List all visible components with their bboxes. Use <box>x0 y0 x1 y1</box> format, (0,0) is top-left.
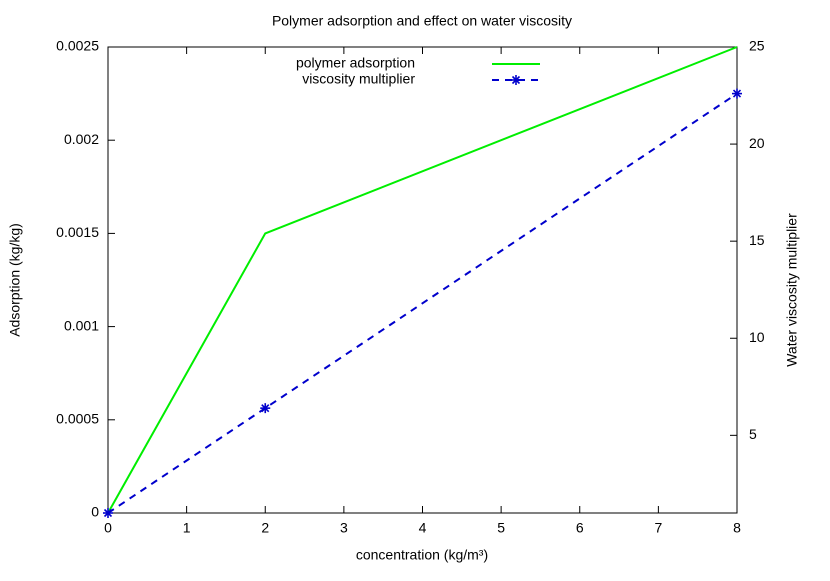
x-tick-label: 5 <box>497 520 505 536</box>
y-tick-label: 0.0005 <box>56 411 99 427</box>
y-tick-label: 0.001 <box>64 317 99 333</box>
marker <box>260 403 271 414</box>
marker-stroke <box>511 75 521 85</box>
marker <box>103 508 113 518</box>
y2-tick-label: 5 <box>749 426 757 442</box>
chart-title: Polymer adsorption and effect on water v… <box>272 13 572 29</box>
x-tick-label: 1 <box>183 520 191 536</box>
x-tick-label: 2 <box>261 520 269 536</box>
y2-tick-label: 25 <box>749 38 765 54</box>
marker-stroke <box>732 89 742 98</box>
series-line <box>107 46 738 514</box>
y2-tick-label: 20 <box>749 135 765 151</box>
y-tick-label: 0 <box>91 504 99 520</box>
y-axis-label: Adsorption (kg/kg) <box>7 223 23 337</box>
x-tick-label: 8 <box>733 520 741 536</box>
marker-stroke <box>103 508 113 518</box>
legend-marker <box>511 75 521 85</box>
y2-axis-label: Water viscosity multiplier <box>784 213 800 367</box>
legend-label: viscosity multiplier <box>302 71 415 87</box>
y-tick-label: 0.0015 <box>56 224 99 240</box>
x-axis-label: concentration (kg/m³) <box>356 547 488 563</box>
x-tick-label: 0 <box>104 520 112 536</box>
x-tick-label: 7 <box>654 520 662 536</box>
y2-tick-label: 15 <box>749 232 765 248</box>
y-tick-label: 0.002 <box>64 131 99 147</box>
x-tick-label: 4 <box>419 520 427 536</box>
x-tick-label: 6 <box>576 520 584 536</box>
y2-tick-label: 10 <box>749 329 765 345</box>
series-line <box>107 92 738 514</box>
marker-stroke <box>261 404 270 413</box>
x-tick-label: 3 <box>340 520 348 536</box>
plot-frame <box>107 46 738 514</box>
legend-label: polymer adsorption <box>296 55 415 71</box>
y-tick-label: 0.0025 <box>56 38 99 54</box>
marker <box>732 88 742 99</box>
